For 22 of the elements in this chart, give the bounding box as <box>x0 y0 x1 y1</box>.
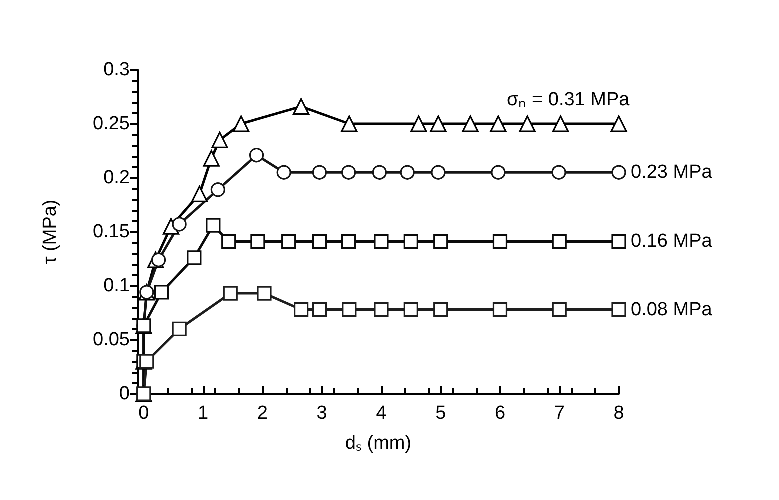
y-tick-label: 0.05 <box>93 330 130 350</box>
x-tick-label: 3 <box>316 403 328 424</box>
x-tick-label: 5 <box>436 403 446 424</box>
y-tick-label: 0.3 <box>104 60 130 80</box>
x-tick-label: 1 <box>198 403 209 424</box>
x-tick-label: 4 <box>376 403 388 424</box>
series-label: 0.08 MPa <box>631 299 713 320</box>
y-tick-label: 0.25 <box>93 114 130 134</box>
y-axis-title: τ (MPa) <box>40 200 61 264</box>
y-tick-label: 0.2 <box>104 168 130 188</box>
x-tick-label: 2 <box>257 403 268 424</box>
series-label: 0.16 MPa <box>631 231 713 252</box>
x-tick-label: 0 <box>138 403 150 424</box>
series-label: 0.23 MPa <box>631 162 713 184</box>
x-tick-label: 8 <box>614 403 624 424</box>
x-tick-label: 7 <box>554 403 565 424</box>
y-tick-label: 0.15 <box>93 222 130 242</box>
series-label: σₙ = 0.31 MPa <box>507 90 630 110</box>
y-tick-label: 0.1 <box>104 276 130 296</box>
y-tick-label: 0 <box>119 384 130 404</box>
x-axis-title: dₛ (mm) <box>345 433 412 454</box>
x-tick-label: 6 <box>494 403 506 424</box>
